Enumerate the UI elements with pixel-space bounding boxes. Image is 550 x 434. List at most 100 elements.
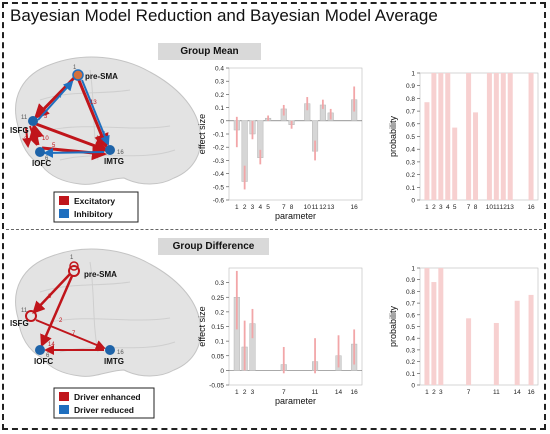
y-tick-label: 0.3 — [406, 347, 415, 354]
edge-number: 2 — [59, 318, 63, 324]
bar — [528, 294, 534, 385]
x-tick-label: 3 — [251, 204, 255, 211]
y-tick-label: 0 — [220, 368, 224, 375]
x-axis-label: parameter — [275, 396, 316, 406]
node-number: 11 — [21, 115, 28, 121]
node-lofc — [35, 345, 45, 355]
x-tick-label: 16 — [351, 389, 359, 396]
y-tick-label: -0.6 — [213, 198, 225, 205]
x-tick-label: 14 — [335, 389, 343, 396]
y-tick-label: 0.5 — [406, 134, 415, 141]
x-tick-label: 3 — [251, 389, 255, 396]
legend-label-driver-enhanced: Driver enhanced — [74, 392, 141, 402]
x-tick-label: 13 — [507, 204, 515, 211]
y-axis-label: effect size — [197, 306, 207, 346]
legend-box — [53, 387, 155, 419]
edge — [35, 319, 106, 350]
bar — [438, 73, 444, 200]
node-number: 16 — [117, 150, 124, 156]
bar — [438, 268, 444, 385]
legend-label-excitatory: Excitatory — [74, 196, 115, 206]
legend-swatch-inhibitory — [59, 209, 69, 218]
edge-number: 3 — [48, 294, 52, 300]
edge-number: 3 — [44, 114, 48, 120]
bar — [514, 300, 520, 385]
x-tick-label: 12 — [500, 204, 508, 211]
section-title-group-mean: Group Mean — [158, 43, 261, 60]
y-tick-label: 0.05 — [211, 353, 224, 360]
node-lmtg — [105, 145, 115, 155]
x-tick-label: 7 — [467, 204, 471, 211]
node-lsfg — [28, 116, 38, 126]
edge-number: 13 — [90, 100, 97, 106]
y-axis-label: effect size — [197, 114, 207, 154]
bar — [500, 73, 506, 200]
y-tick-label: -0.4 — [213, 171, 225, 178]
y-tick-label: 0 — [220, 118, 224, 125]
bar — [424, 268, 430, 385]
x-tick-label: 3 — [439, 389, 443, 396]
edge — [40, 275, 74, 348]
bar — [452, 127, 458, 200]
x-tick-label: 2 — [432, 204, 436, 211]
x-tick-label: 8 — [290, 204, 294, 211]
y-tick-label: 0.1 — [406, 185, 415, 192]
x-axis-label: parameter — [275, 211, 316, 221]
x-tick-label: 7 — [282, 389, 286, 396]
edge — [28, 125, 39, 146]
plot-area — [419, 267, 539, 386]
y-tick-label: 0.5 — [406, 324, 415, 331]
y-tick-label: -0.1 — [213, 132, 225, 139]
bar — [486, 73, 492, 200]
y-tick-label: 0.6 — [406, 312, 415, 319]
legend-label-inhibitory: Inhibitory — [74, 209, 113, 219]
node-label: pre-SMA — [84, 270, 117, 279]
node-label: lSFG — [10, 319, 29, 328]
y-tick-label: 0.4 — [215, 66, 224, 73]
bar — [431, 282, 437, 385]
x-tick-label: 7 — [467, 389, 471, 396]
y-tick-label: 0.9 — [406, 277, 415, 284]
y-tick-label: 0 — [411, 383, 415, 390]
node-label: lSFG — [10, 126, 29, 135]
bar — [528, 73, 534, 200]
edge-number: 4 — [58, 94, 62, 100]
y-tick-label: 0.4 — [406, 336, 415, 343]
x-tick-label: 4 — [446, 204, 450, 211]
x-tick-label: 14 — [514, 389, 522, 396]
bar — [466, 318, 472, 385]
x-tick-label: 2 — [432, 389, 436, 396]
y-tick-label: 0.8 — [406, 96, 415, 103]
y-axis-label: probability — [388, 305, 398, 347]
node-pre-sma — [68, 265, 80, 277]
x-tick-label: 16 — [527, 389, 535, 396]
x-tick-label: 11 — [493, 389, 500, 396]
bar — [507, 73, 513, 200]
x-tick-label: 16 — [527, 204, 535, 211]
node-pre-sma — [72, 69, 84, 81]
legend-swatch-driver-enhanced — [59, 392, 69, 401]
y-tick-label: 0.1 — [406, 371, 415, 378]
y-tick-label: 0.7 — [406, 109, 415, 116]
legend-label-driver-reduced: Driver reduced — [74, 405, 134, 415]
edge-number: 5 — [52, 143, 56, 149]
bar — [466, 73, 472, 200]
x-tick-label: 11 — [312, 389, 319, 396]
legend-swatch-driver-reduced — [59, 405, 69, 414]
y-tick-label: 1 — [411, 71, 415, 78]
bar — [493, 322, 499, 385]
legend-swatch-excitatory — [59, 196, 69, 205]
y-axis-label: probability — [388, 115, 398, 157]
node-lmtg — [105, 345, 115, 355]
node-lofc — [35, 147, 45, 157]
x-tick-label: 4 — [258, 204, 262, 211]
x-tick-label: 1 — [425, 204, 429, 211]
bar — [431, 73, 437, 200]
edge — [37, 80, 74, 121]
edge — [43, 147, 105, 158]
brain-sulci — [39, 261, 176, 353]
x-tick-label: 1 — [235, 204, 239, 211]
plot-area — [419, 72, 539, 201]
y-tick-label: 0.6 — [406, 121, 415, 128]
